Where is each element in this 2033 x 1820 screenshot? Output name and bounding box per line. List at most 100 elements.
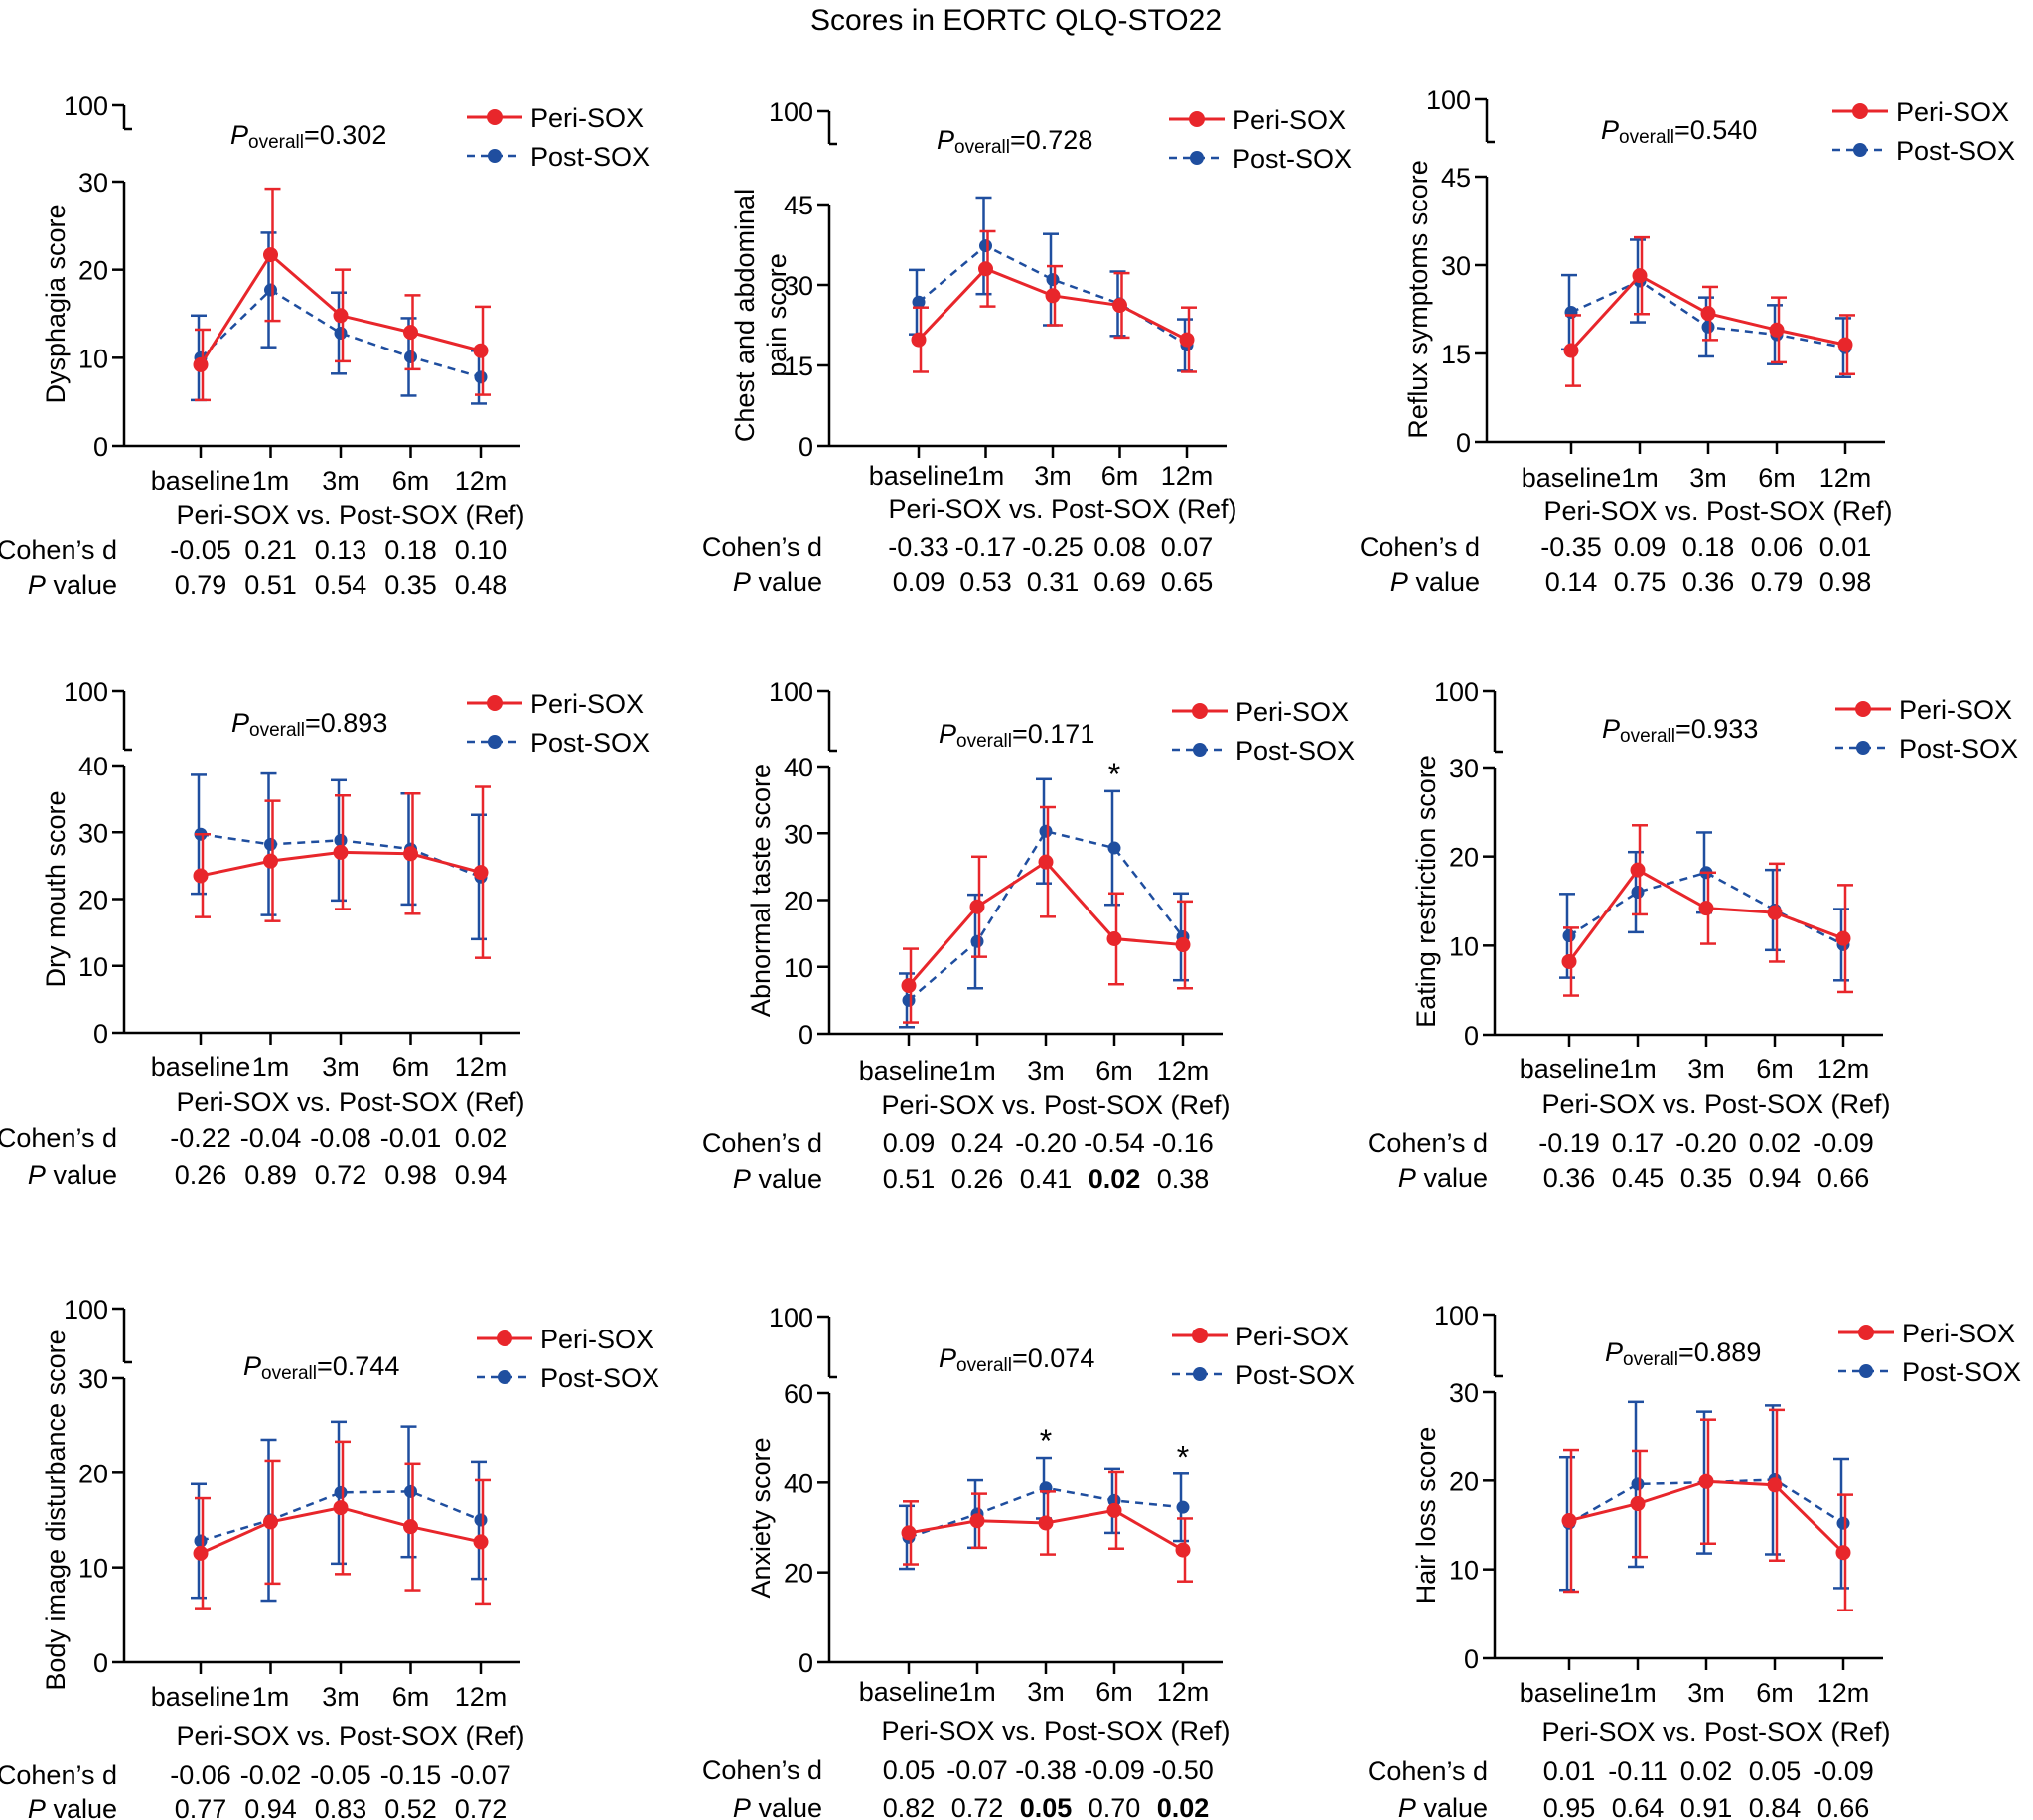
legend-marker-post (1193, 743, 1207, 757)
cohens-d-value: -0.09 (1084, 1755, 1145, 1785)
legend-label-post: Post-SOX (1235, 1360, 1355, 1390)
data-point-post (1631, 886, 1645, 900)
legend-marker-peri (497, 1330, 512, 1346)
y-tick-label: 20 (1449, 1467, 1479, 1496)
y-tick-label: 20 (78, 1459, 108, 1488)
p-value-row-label: P value (28, 1160, 117, 1190)
p-value: 0.95 (1543, 1793, 1596, 1820)
y-tick-label: 100 (769, 1303, 813, 1332)
p-overall-subscript: overall (249, 720, 305, 741)
x-tick-label: 6m (1756, 1054, 1794, 1084)
p-value: 0.52 (384, 1794, 437, 1820)
x-tick-label: 3m (1687, 1678, 1725, 1708)
cohens-d-value: -0.02 (240, 1760, 302, 1790)
legend-marker-post (498, 1370, 511, 1384)
data-point-peri (1563, 343, 1579, 358)
x-tick-label: 1m (252, 1052, 290, 1082)
x-tick-label: baseline (151, 466, 251, 495)
cohens-d-value: 0.18 (1682, 532, 1735, 562)
cohens-d-row-label: Cohen’s d (1368, 1756, 1488, 1786)
p-overall-label: Poverall=0.540 (1601, 115, 1757, 148)
p-value: 0.72 (951, 1793, 1004, 1820)
cohens-d-row-label: Cohen’s d (0, 1123, 117, 1153)
p-value-symbol: P (1398, 1793, 1416, 1820)
y-tick-label: 100 (64, 677, 108, 707)
data-point-peri (978, 261, 993, 277)
y-axis-title: Eating restriction score (1411, 755, 1441, 1028)
y-tick-label: 0 (1464, 1021, 1479, 1050)
p-value: 0.94 (455, 1160, 508, 1190)
chart-panel: 100 0 10 20 30 baseline 1m 3m 6m 12m Dysphagia sco… (0, 91, 650, 600)
data-point-post (1562, 928, 1576, 942)
y-axis-title: pain score (762, 253, 792, 377)
x-tick-label: 6m (1758, 463, 1796, 492)
y-tick-label: 30 (78, 168, 108, 198)
y-tick-label: 20 (784, 1559, 813, 1589)
p-overall-value: =0.540 (1674, 115, 1757, 145)
chart-panel: 100 0 10 20 30 40 baseline 1m 3m 6m 12m Dry mouth s… (0, 677, 650, 1190)
data-point-peri (193, 1545, 209, 1561)
p-value-symbol: P (28, 570, 46, 600)
chart-panel: 100 0 10 20 30 baseline 1m 3m 6m 12m Hair loss sco… (1368, 1301, 2021, 1820)
p-value: 0.36 (1543, 1163, 1596, 1192)
y-tick-label: 20 (1449, 843, 1479, 873)
data-point-post (404, 1484, 417, 1498)
p-overall-subscript: overall (1619, 127, 1674, 148)
cohens-d-value: -0.05 (310, 1760, 371, 1790)
p-value: 0.51 (883, 1164, 936, 1193)
cohens-d-value: 0.01 (1819, 532, 1872, 562)
data-point-post (1701, 320, 1715, 334)
cohens-d-value: -0.11 (1608, 1756, 1668, 1786)
p-value: 0.83 (315, 1794, 367, 1820)
data-point-post (1039, 824, 1053, 838)
p-value: 0.35 (384, 570, 437, 600)
p-value-row-label: P value (1398, 1793, 1488, 1820)
data-point-peri (1630, 1496, 1646, 1512)
p-value: 0.65 (1161, 567, 1214, 597)
p-value: 0.64 (1612, 1793, 1665, 1820)
x-tick-label: 1m (1619, 1054, 1657, 1084)
data-point-post (334, 327, 348, 341)
y-tick-label: 0 (1456, 428, 1471, 458)
cohens-d-value: -0.09 (1813, 1128, 1874, 1158)
legend-label-peri: Peri-SOX (1235, 697, 1349, 727)
x-tick-label: 12m (455, 466, 508, 495)
p-value: 0.31 (1027, 567, 1080, 597)
cohens-d-value: 0.02 (455, 1123, 508, 1153)
legend-label-peri: Peri-SOX (530, 689, 644, 719)
y-tick-label: 30 (78, 1364, 108, 1394)
y-tick-label: 15 (1441, 340, 1471, 369)
p-value: 0.48 (455, 570, 508, 600)
y-axis-title: Anxiety score (746, 1437, 776, 1598)
y-tick-label: 15 (784, 351, 813, 381)
cohens-d-value: -0.04 (240, 1123, 302, 1153)
data-point-post (334, 1485, 348, 1499)
p-value: 0.09 (893, 567, 945, 597)
p-overall-label: Poverall=0.893 (231, 708, 387, 741)
y-tick-label: 40 (78, 752, 108, 781)
legend-marker-peri (487, 695, 503, 711)
legend-label-post: Post-SOX (1235, 736, 1355, 766)
p-value: 0.66 (1817, 1793, 1870, 1820)
data-point-peri (1767, 1477, 1783, 1493)
cohens-d-value: 0.18 (384, 535, 437, 565)
p-value-suffix: value (751, 1793, 822, 1820)
x-tick-label: 6m (1095, 1056, 1133, 1086)
data-point-post (194, 1534, 208, 1548)
p-value: 0.35 (1680, 1163, 1733, 1192)
p-value: 0.36 (1682, 567, 1735, 597)
p-overall-value: =0.933 (1675, 714, 1758, 744)
legend-label-post: Post-SOX (530, 728, 650, 758)
p-value: 0.89 (244, 1160, 297, 1190)
y-axis-title: Abnormal taste score (746, 764, 776, 1017)
cohens-d-value: -0.08 (310, 1123, 371, 1153)
data-point-peri (403, 846, 418, 862)
y-tick-label: 0 (1464, 1644, 1479, 1674)
p-value: 0.98 (1819, 567, 1872, 597)
cohens-d-value: -0.15 (380, 1760, 442, 1790)
data-point-peri (1175, 1542, 1191, 1558)
data-point-peri (263, 853, 278, 869)
page-title: Scores in EORTC QLQ-STO22 (810, 4, 1222, 37)
x-tick-label: 3m (1689, 463, 1727, 492)
